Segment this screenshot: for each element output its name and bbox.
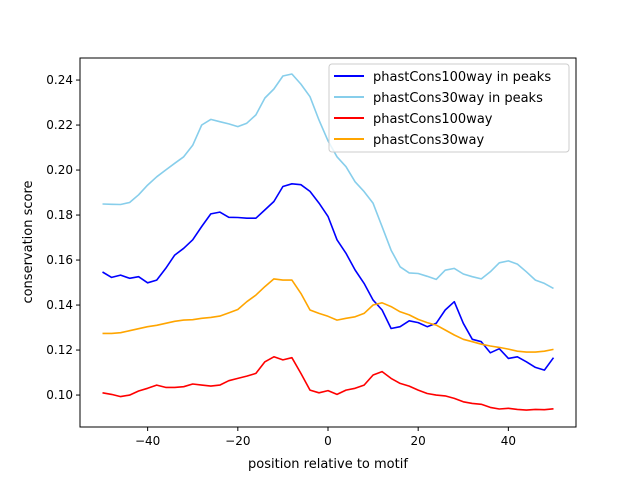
- y-axis: 0.10 0.12 0.14 0.16 0.18 0.20 0.22 0.24: [46, 73, 80, 402]
- y-tick-label: 0.14: [46, 298, 73, 312]
- y-tick-label: 0.22: [46, 118, 73, 132]
- legend: phastCons100way in peaks phastCons30way i…: [328, 63, 570, 153]
- series-layer: [102, 73, 555, 411]
- x-axis: −40 −20 0 20 40: [135, 427, 516, 448]
- y-tick-label: 0.10: [46, 388, 73, 402]
- y-tick-label: 0.12: [46, 343, 73, 357]
- x-tick-label: 20: [411, 434, 426, 448]
- legend-label: phastCons100way in peaks: [373, 70, 551, 85]
- x-tick-label: 40: [501, 434, 516, 448]
- legend-label: phastCons30way in peaks: [373, 91, 543, 106]
- legend-box: [328, 63, 570, 153]
- y-tick-label: 0.20: [46, 163, 73, 177]
- y-tick-label: 0.18: [46, 208, 73, 222]
- x-axis-label: position relative to motif: [248, 457, 408, 472]
- series-line-phastcons30way: [102, 278, 554, 353]
- legend-label: phastCons100way: [373, 112, 493, 127]
- series-line-phastcons100way-in-peaks: [102, 183, 555, 371]
- y-tick-label: 0.24: [46, 73, 73, 87]
- y-axis-label: conservation score: [21, 180, 36, 303]
- x-tick-label: −20: [225, 434, 250, 448]
- x-tick-label: 0: [324, 434, 332, 448]
- series-line-phastcons30way-in-peaks: [102, 73, 554, 290]
- y-tick-label: 0.16: [46, 253, 73, 267]
- x-tick-label: −40: [135, 434, 160, 448]
- series-line-phastcons100way: [102, 355, 554, 411]
- legend-label: phastCons30way: [373, 133, 485, 148]
